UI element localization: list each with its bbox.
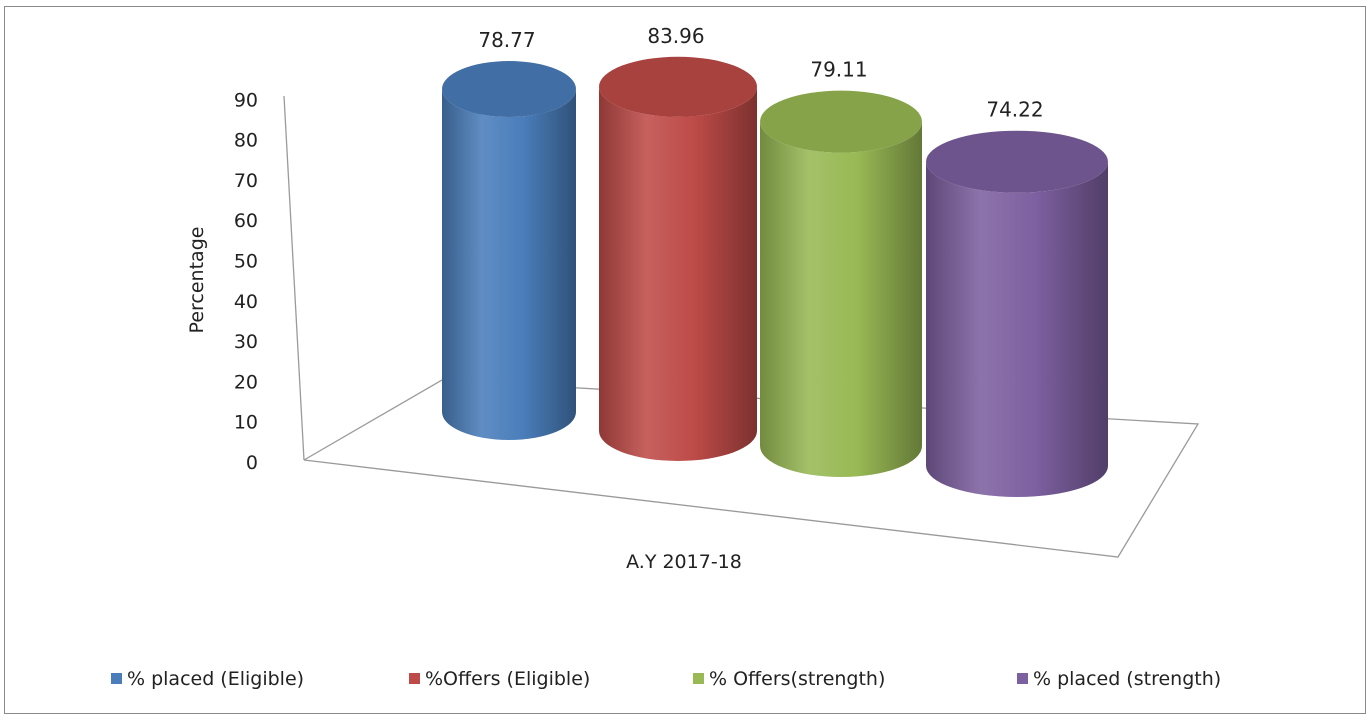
bar-body [599,86,757,461]
y-tick-label: 40 [234,291,258,313]
data-label: 74.22 [986,98,1043,122]
y-tick-label: 80 [234,130,258,152]
y-tick-label: 0 [246,452,258,474]
y-tick-label: 20 [234,371,258,393]
legend-label: %Offers (Eligible) [425,668,590,690]
bar-body [442,89,576,440]
y-tick-label: 70 [234,170,258,192]
legend-item: % placed (Eligible) [111,668,304,690]
bar-top [760,90,922,153]
back-wall-edge [283,95,305,461]
bar-cylinder [599,56,757,461]
legend-swatch [111,673,122,684]
bars [442,56,1108,497]
legend-label: % placed (strength) [1033,668,1221,690]
x-category-label: A.Y 2017-18 [626,551,742,573]
legend: % placed (Eligible) %Offers (Eligible) % O… [111,668,1221,690]
bar-body [760,121,922,478]
data-label: 78.77 [478,28,535,52]
bar-cylinder [442,61,576,440]
legend-swatch [409,673,420,684]
data-label: 83.96 [647,24,704,48]
data-label: 79.11 [810,58,867,82]
y-tick-label: 50 [234,251,258,273]
y-tick-label: 60 [234,210,258,232]
bar-body [926,161,1108,497]
y-axis-title: Percentage [186,227,208,334]
legend-item: %Offers (Eligible) [409,668,590,690]
y-tick-label: 90 [234,89,258,111]
legend-item: % placed (strength) [1017,668,1221,690]
legend-label: % Offers(strength) [709,668,885,690]
y-axis-ticks: 0 10 20 30 40 50 60 70 80 90 [234,89,258,474]
y-tick-label: 10 [234,412,258,434]
bar-top [926,130,1108,193]
legend-swatch [1017,673,1028,684]
legend-item: % Offers(strength) [693,668,885,690]
bar-cylinder [926,130,1108,497]
bar-top [599,56,757,117]
y-tick-label: 30 [234,331,258,353]
legend-label: % placed (Eligible) [127,668,304,690]
bar-top [442,61,576,118]
bar-cylinder [760,90,922,478]
data-labels: 78.77 83.96 79.11 74.22 [478,24,1043,122]
legend-swatch [693,673,704,684]
floor-outline [303,379,1200,558]
axes [283,95,1200,558]
